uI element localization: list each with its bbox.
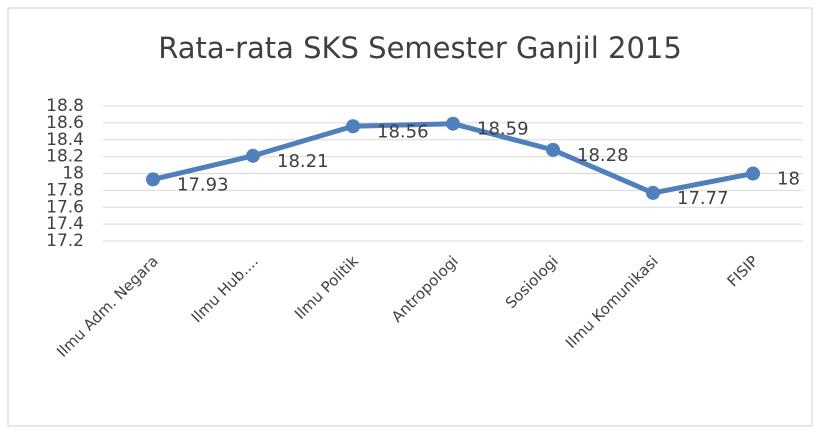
y-tick-label: 18 (62, 164, 84, 184)
data-label: 18.28 (577, 145, 629, 166)
data-point (146, 172, 160, 187)
data-label: 18.56 (377, 121, 429, 142)
y-tick-label: 18.2 (46, 147, 84, 167)
data-label: 17.93 (177, 174, 229, 195)
data-label: 18 (777, 169, 800, 190)
y-tick-label: 18.4 (46, 130, 84, 150)
data-label: 17.77 (677, 188, 729, 209)
data-point (546, 142, 560, 157)
y-tick-label: 17.4 (46, 214, 84, 234)
data-label: 18.59 (477, 119, 529, 140)
y-tick-label: 18.6 (46, 113, 84, 133)
data-point (646, 185, 660, 200)
y-tick-label: 18.8 (46, 96, 84, 116)
y-tick-label: 17.6 (46, 197, 84, 217)
data-label: 18.21 (277, 151, 329, 172)
data-point (346, 119, 360, 134)
chart-title: Rata-rata SKS Semester Ganjil 2015 (158, 31, 682, 65)
data-point (246, 148, 260, 163)
y-tick-label: 17.8 (46, 180, 84, 200)
data-point (746, 166, 760, 181)
chart-frame (7, 7, 813, 427)
y-tick-label: 17.2 (46, 231, 84, 251)
data-point (446, 116, 460, 131)
